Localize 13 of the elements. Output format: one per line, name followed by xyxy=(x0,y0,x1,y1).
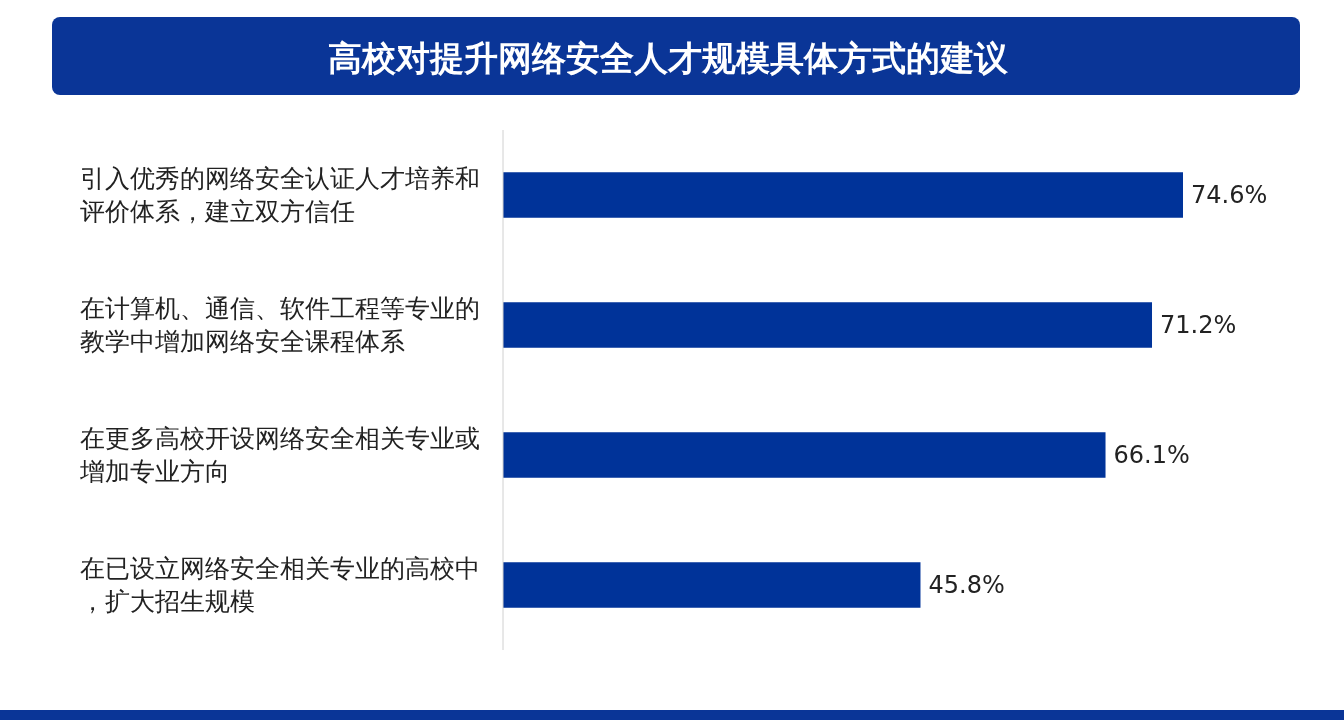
data-label: 66.1% xyxy=(1113,441,1190,469)
y-tick-label: 在计算机、通信、软件工程等专业的教学中增加网络安全课程体系 xyxy=(80,294,480,356)
y-tick-label: 引入优秀的网络安全认证人才培养和评价体系，建立双方信任 xyxy=(80,164,480,226)
chart-title: 高校对提升网络安全人才规模具体方式的建议 xyxy=(328,38,1009,78)
bar xyxy=(503,302,1153,348)
y-tick-label: 在更多高校开设网络安全相关专业或增加专业方向 xyxy=(79,424,480,486)
bar xyxy=(503,432,1106,478)
data-label: 74.6% xyxy=(1191,181,1268,209)
data-label: 71.2% xyxy=(1160,311,1237,339)
data-label: 45.8% xyxy=(928,571,1005,599)
y-tick-label: 在已设立网络安全相关专业的高校中，扩大招生规模 xyxy=(80,554,480,616)
bar xyxy=(503,172,1183,218)
bar xyxy=(503,562,921,608)
